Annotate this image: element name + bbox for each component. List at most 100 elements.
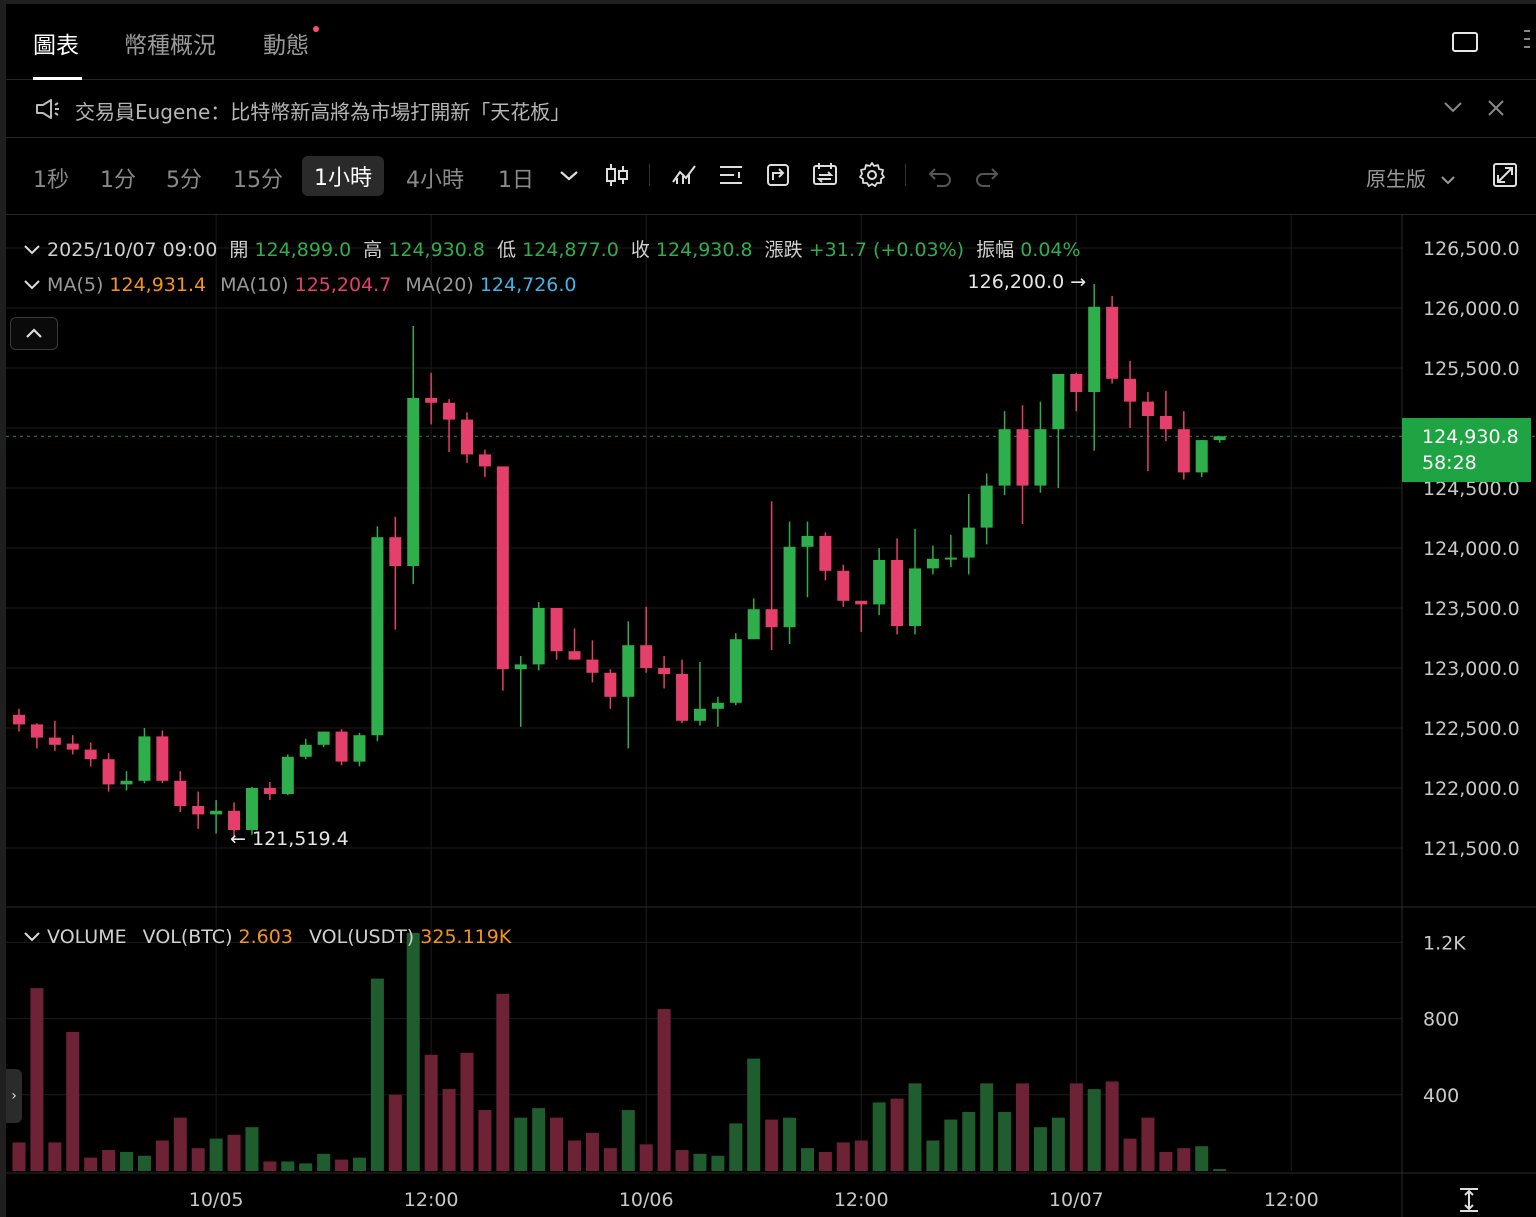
volume-bar: [1069, 1083, 1083, 1171]
candle-type-icon[interactable]: [602, 160, 632, 190]
volume-axis-label: 1.2K: [1423, 932, 1466, 954]
volume-bar: [800, 1148, 814, 1171]
tab-chart[interactable]: 圖表: [33, 33, 79, 59]
tab-coin-overview[interactable]: 幣種概況: [124, 33, 216, 59]
volume-axis-label: 400: [1423, 1085, 1459, 1107]
candle-body: [783, 546, 796, 628]
volume-bar: [227, 1134, 241, 1171]
volume-bar: [621, 1110, 635, 1171]
candle-body: [228, 810, 241, 830]
timeframe-1d[interactable]: 1日: [498, 168, 534, 193]
volume-bar: [281, 1161, 295, 1171]
candle-body: [120, 780, 133, 785]
candle-body: [389, 537, 402, 566]
candle-body: [156, 736, 169, 781]
timeframe-1m[interactable]: 1分: [100, 168, 136, 193]
candle-body: [1070, 374, 1083, 392]
price-axis-label: 123,500.0: [1423, 598, 1520, 620]
volume-bar: [1177, 1148, 1191, 1171]
timeframe-4h[interactable]: 4小時: [406, 168, 464, 193]
price-axis-label: 121,500.0: [1423, 838, 1520, 860]
volume-bar: [908, 1083, 922, 1171]
undo-icon[interactable]: [925, 160, 955, 190]
redo-icon[interactable]: [972, 160, 1002, 190]
volume-bar: [532, 1108, 546, 1171]
timeframe-5m[interactable]: 5分: [166, 168, 202, 193]
ma5-label: MA(5): [47, 274, 104, 296]
candle-body: [926, 558, 939, 569]
vertical-range-icon[interactable]: [1456, 1186, 1482, 1214]
drawing-list-icon[interactable]: [716, 160, 746, 190]
volume-bar: [675, 1150, 689, 1171]
close-icon[interactable]: [1487, 99, 1505, 117]
candle-body: [1195, 440, 1208, 473]
ma5-value: 124,931.4: [109, 274, 207, 296]
ohlc-legend: 2025/10/07 09:00 開 124,899.0 高 124,930.8…: [23, 235, 1081, 262]
candle-body: [747, 609, 760, 640]
ma10-value: 125,204.7: [294, 274, 392, 296]
indicators-icon[interactable]: [669, 160, 699, 190]
compare-icon[interactable]: [810, 160, 840, 190]
volume-bar: [890, 1098, 904, 1171]
volume-bar: [84, 1157, 98, 1171]
time-axis-label: 10/06: [619, 1189, 674, 1211]
more-menu-icon[interactable]: [1524, 30, 1532, 56]
ma20-label: MA(20): [405, 274, 474, 296]
volume-bar: [48, 1142, 62, 1171]
chevron-down-icon[interactable]: [23, 931, 41, 943]
chevron-down-icon[interactable]: [23, 244, 41, 256]
collapse-legend-button[interactable]: [10, 317, 58, 350]
native-version-label: 原生版: [1366, 167, 1426, 191]
candle-body: [550, 608, 563, 652]
candle-body: [478, 454, 491, 467]
volume-bar: [1123, 1138, 1137, 1171]
fullscreen-icon[interactable]: [1490, 160, 1520, 190]
candle-body: [210, 810, 223, 815]
chevron-down-icon[interactable]: [1443, 100, 1463, 114]
vol-btc-value: 2.603: [238, 926, 293, 948]
megaphone-icon: [36, 99, 59, 119]
volume-bar: [263, 1161, 277, 1171]
volume-bar: [693, 1153, 707, 1171]
ma20-value: 124,726.0: [479, 274, 577, 296]
low-price-marker: ← 121,519.4: [230, 828, 349, 850]
volume-bar: [1141, 1117, 1155, 1171]
volume-bar: [209, 1138, 223, 1171]
candle-body: [192, 806, 205, 815]
candlestick-chart[interactable]: 126,200.0 → ← 121,519.4 126,500.0 126,000.0…: [6, 215, 1536, 1217]
volume-bar: [388, 1094, 402, 1171]
native-version-select[interactable]: 原生版: [1366, 163, 1456, 192]
close-value: 124,930.8: [655, 239, 753, 261]
candle-body: [729, 639, 742, 703]
side-panel-toggle[interactable]: ›: [6, 1069, 22, 1123]
price-axis-label: 123,000.0: [1423, 658, 1520, 680]
more-timeframes-chevron-icon[interactable]: [554, 160, 584, 190]
candle-body: [514, 664, 527, 670]
candle-body: [263, 788, 276, 794]
announcement-bar[interactable]: 交易員Eugene：比特幣新高將為市場打開新「天花板」: [6, 80, 1536, 138]
volume-bar: [442, 1089, 456, 1171]
volume-bar: [729, 1123, 743, 1171]
announcement-text[interactable]: 交易員Eugene：比特幣新高將為市場打開新「天花板」: [75, 100, 571, 124]
timeframe-1s[interactable]: 1秒: [33, 168, 69, 193]
timeframe-15m[interactable]: 15分: [233, 168, 283, 193]
window-mode-icon[interactable]: [1452, 32, 1478, 52]
high-label: 高: [363, 239, 383, 261]
current-price-tag: 124,930.8 58:28: [1402, 418, 1531, 482]
chevron-down-icon[interactable]: [23, 279, 41, 291]
replay-icon[interactable]: [763, 160, 793, 190]
volume-bar: [1195, 1146, 1209, 1171]
tab-activity[interactable]: 動態: [263, 33, 309, 59]
candle-body: [281, 756, 294, 794]
volume-bar: [245, 1127, 259, 1171]
candle-body: [873, 560, 886, 605]
price-axis-label: 126,500.0: [1423, 238, 1520, 260]
timeframe-1h[interactable]: 1小時: [302, 156, 384, 196]
price-axis-label: 125,500.0: [1423, 358, 1520, 380]
volume-bar: [1105, 1081, 1119, 1171]
candle-body: [174, 780, 187, 806]
volume-bar: [12, 1142, 26, 1171]
volume-bar: [783, 1117, 797, 1171]
settings-gear-icon[interactable]: [857, 160, 887, 190]
volume-bar: [944, 1119, 958, 1171]
